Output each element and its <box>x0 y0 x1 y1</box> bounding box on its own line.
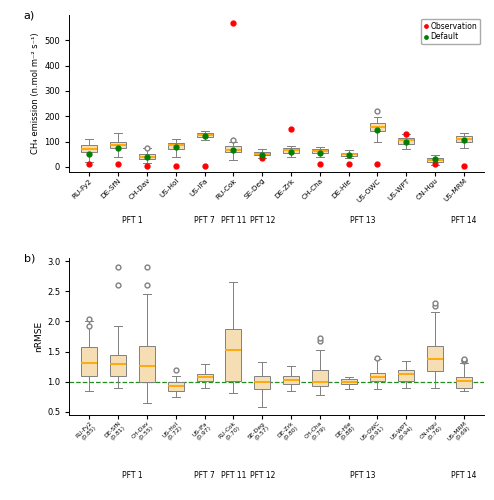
PathPatch shape <box>341 152 357 156</box>
PathPatch shape <box>398 138 414 144</box>
Text: PFT 11: PFT 11 <box>221 216 246 226</box>
Text: PFT 12: PFT 12 <box>249 470 275 480</box>
PathPatch shape <box>225 330 242 380</box>
PathPatch shape <box>254 376 270 389</box>
PathPatch shape <box>197 374 212 380</box>
Text: PFT 12: PFT 12 <box>249 216 275 226</box>
PathPatch shape <box>139 346 155 382</box>
PathPatch shape <box>225 146 242 152</box>
PathPatch shape <box>168 382 184 391</box>
PathPatch shape <box>312 149 328 153</box>
Text: PFT 1: PFT 1 <box>122 216 143 226</box>
PathPatch shape <box>456 136 472 142</box>
Y-axis label: CH₄ emission (n.mol m⁻² s⁻¹): CH₄ emission (n.mol m⁻² s⁻¹) <box>31 32 40 154</box>
Text: PFT 13: PFT 13 <box>350 216 376 226</box>
PathPatch shape <box>283 148 299 153</box>
PathPatch shape <box>370 373 385 380</box>
Legend: Observation, Default: Observation, Default <box>421 19 480 44</box>
PathPatch shape <box>139 154 155 158</box>
PathPatch shape <box>254 152 270 156</box>
PathPatch shape <box>168 144 184 148</box>
PathPatch shape <box>82 146 97 152</box>
PathPatch shape <box>283 376 299 384</box>
PathPatch shape <box>110 354 126 376</box>
Text: PFT 7: PFT 7 <box>194 216 215 226</box>
PathPatch shape <box>197 133 212 137</box>
PathPatch shape <box>341 379 357 384</box>
Text: PFT 14: PFT 14 <box>451 470 477 480</box>
Text: PFT 14: PFT 14 <box>451 216 477 226</box>
PathPatch shape <box>110 142 126 148</box>
PathPatch shape <box>370 124 385 132</box>
Y-axis label: nRMSE: nRMSE <box>34 321 42 352</box>
PathPatch shape <box>456 377 472 388</box>
Text: PFT 13: PFT 13 <box>350 470 376 480</box>
PathPatch shape <box>82 347 97 376</box>
Text: PFT 11: PFT 11 <box>221 470 246 480</box>
Text: a): a) <box>24 10 35 20</box>
PathPatch shape <box>427 158 443 162</box>
PathPatch shape <box>312 370 328 386</box>
PathPatch shape <box>398 370 414 380</box>
Text: PFT 7: PFT 7 <box>194 470 215 480</box>
PathPatch shape <box>427 346 443 371</box>
Text: b): b) <box>24 254 35 264</box>
Text: PFT 1: PFT 1 <box>122 470 143 480</box>
